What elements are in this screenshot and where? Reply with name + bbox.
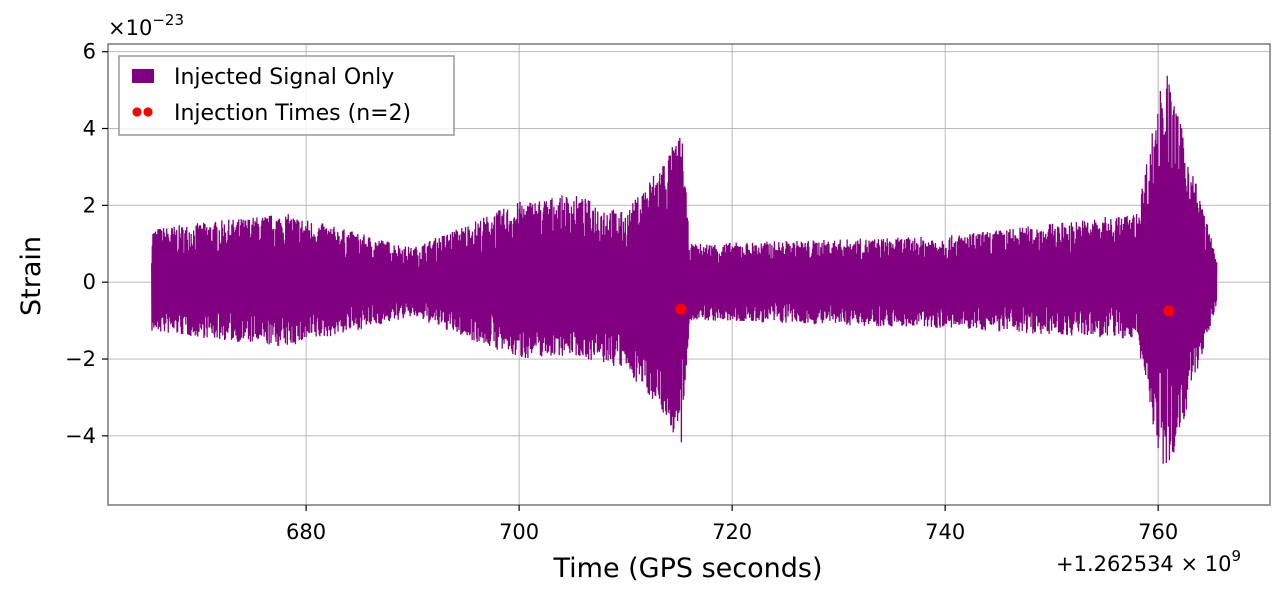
x-tick-label: 760 (1138, 520, 1178, 544)
y-tick-label: 2 (83, 193, 96, 217)
y-ticks: −4 −2 0 2 4 6 (65, 40, 108, 448)
injection-points (675, 303, 1175, 317)
legend-swatch-signal (132, 69, 154, 83)
x-axis-label: Time (GPS seconds) (552, 553, 822, 584)
x-tick-label: 680 (286, 520, 326, 544)
x-offset-base: +1.262534 (1056, 552, 1174, 576)
x-tick-label: 700 (499, 520, 539, 544)
legend-box (118, 55, 455, 136)
y-scale-factor: ×10−23 (108, 11, 184, 40)
legend-label-signal: Injected Signal Only (174, 65, 394, 90)
legend-marker-injection (132, 107, 142, 117)
plot-frame (107, 43, 1271, 506)
y-tick-label: 6 (83, 40, 96, 64)
x-offset-exponent: 9 (1231, 547, 1241, 565)
legend-marker-injection (143, 107, 153, 117)
y-tick-label: 0 (83, 270, 96, 294)
y-scale-exponent: −23 (152, 11, 184, 29)
injection-point (675, 303, 687, 315)
y-tick-label: −4 (65, 424, 96, 448)
x-offset-factor: +1.262534 × 109 (1056, 547, 1241, 576)
y-tick-label: −2 (65, 347, 96, 371)
signal-series (151, 75, 1218, 464)
legend: Injected Signal Only Injection Times (n=… (118, 55, 455, 136)
x-tick-label: 740 (925, 520, 965, 544)
injection-point (1163, 305, 1175, 317)
signal-line (151, 75, 1218, 464)
y-tick-label: 4 (83, 117, 96, 141)
y-axis-label: Strain (16, 236, 47, 316)
y-scale-base: ×10 (108, 16, 152, 40)
legend-label-injection: Injection Times (n=2) (174, 101, 411, 126)
x-tick-label: 720 (712, 520, 752, 544)
x-ticks: 680 700 720 740 760 (286, 505, 1178, 544)
